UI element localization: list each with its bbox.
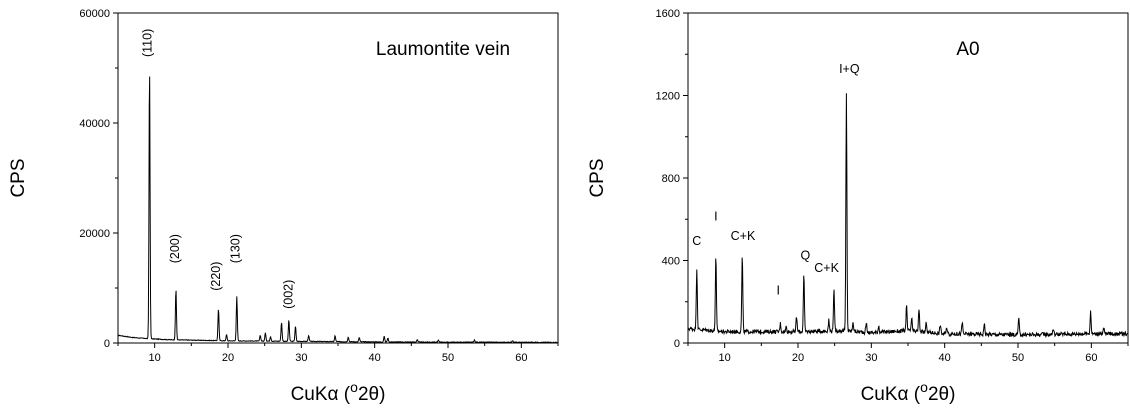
chart2-peak-label: I [714, 209, 717, 223]
chart1-peak-label: (110) [141, 29, 155, 57]
chart1-y-tick-label: 0 [104, 338, 110, 350]
chart2-panel: 10 20 30 40 50 60040080012001600CIC+KIQC+KI+Q… [587, 8, 1129, 405]
chart2-x-tick-label: 40 [939, 352, 951, 364]
chart2-peak-label: C+K [731, 229, 756, 243]
chart2-peak-label: I+Q [839, 62, 860, 76]
chart2-peak-label: Q [800, 248, 810, 262]
chart2-y-tick-label: 800 [662, 173, 680, 185]
chart1-y-tick-label: 20000 [79, 228, 110, 240]
chart2-plot-frame [687, 12, 1129, 344]
chart1-x-tick-label: 60 [515, 352, 527, 364]
chart2-title: A0 [956, 39, 979, 60]
chart1-x-tick-label: 30 [295, 352, 307, 364]
chart2-x-axis-title: CuKα (o2θ) [861, 379, 956, 405]
chart2-y-tick-label: 0 [674, 338, 680, 350]
chart2-diffraction-trace [687, 93, 1129, 339]
chart1-y-tick-label: 60000 [79, 8, 110, 20]
chart2-x-tick-label: 30 [865, 352, 877, 364]
chart1-y-tick-label: 40000 [79, 118, 110, 130]
chart1-peak-label: (200) [168, 234, 182, 263]
chart2-peak-label: C [692, 234, 701, 248]
chart2-x-tick-label: 50 [1012, 352, 1024, 364]
chart2-peak-label: C+K [814, 261, 839, 275]
chart1-x-tick-label: 20 [222, 352, 234, 364]
chart1-x-axis-title: CuKα (o2θ) [291, 379, 386, 405]
chart2-y-tick-label: 1200 [656, 91, 680, 103]
chart1-x-tick-label: 40 [369, 352, 381, 364]
chart2-x-tick-label: 20 [792, 352, 804, 364]
chart2-y-tick-label: 1600 [656, 8, 680, 20]
chart1-peak-label: (220) [209, 262, 223, 291]
chart1-y-axis-title: CPS [8, 158, 29, 197]
chart2-peak-label: I [776, 284, 779, 298]
chart1-peak-label: (002) [282, 280, 296, 309]
chart1-peak-label: (130) [229, 234, 243, 263]
chart2-x-tick-label: 60 [1085, 352, 1097, 364]
chart1-diffraction-trace [117, 76, 559, 344]
chart1-x-tick-label: 50 [442, 352, 454, 364]
chart1-panel: 10 20 30 40 50 60 0 20000 40000 60000 (110) (200) (2… [8, 8, 559, 405]
chart1-x-tick-label: 10 [149, 352, 161, 364]
chart1-title: Laumontite vein [376, 39, 510, 60]
chart1-plot-frame [117, 12, 559, 344]
chart2-x-tick-label: 10 [719, 352, 731, 364]
chart2-y-axis-title: CPS [587, 158, 608, 197]
chart2-y-tick-label: 400 [662, 256, 680, 268]
